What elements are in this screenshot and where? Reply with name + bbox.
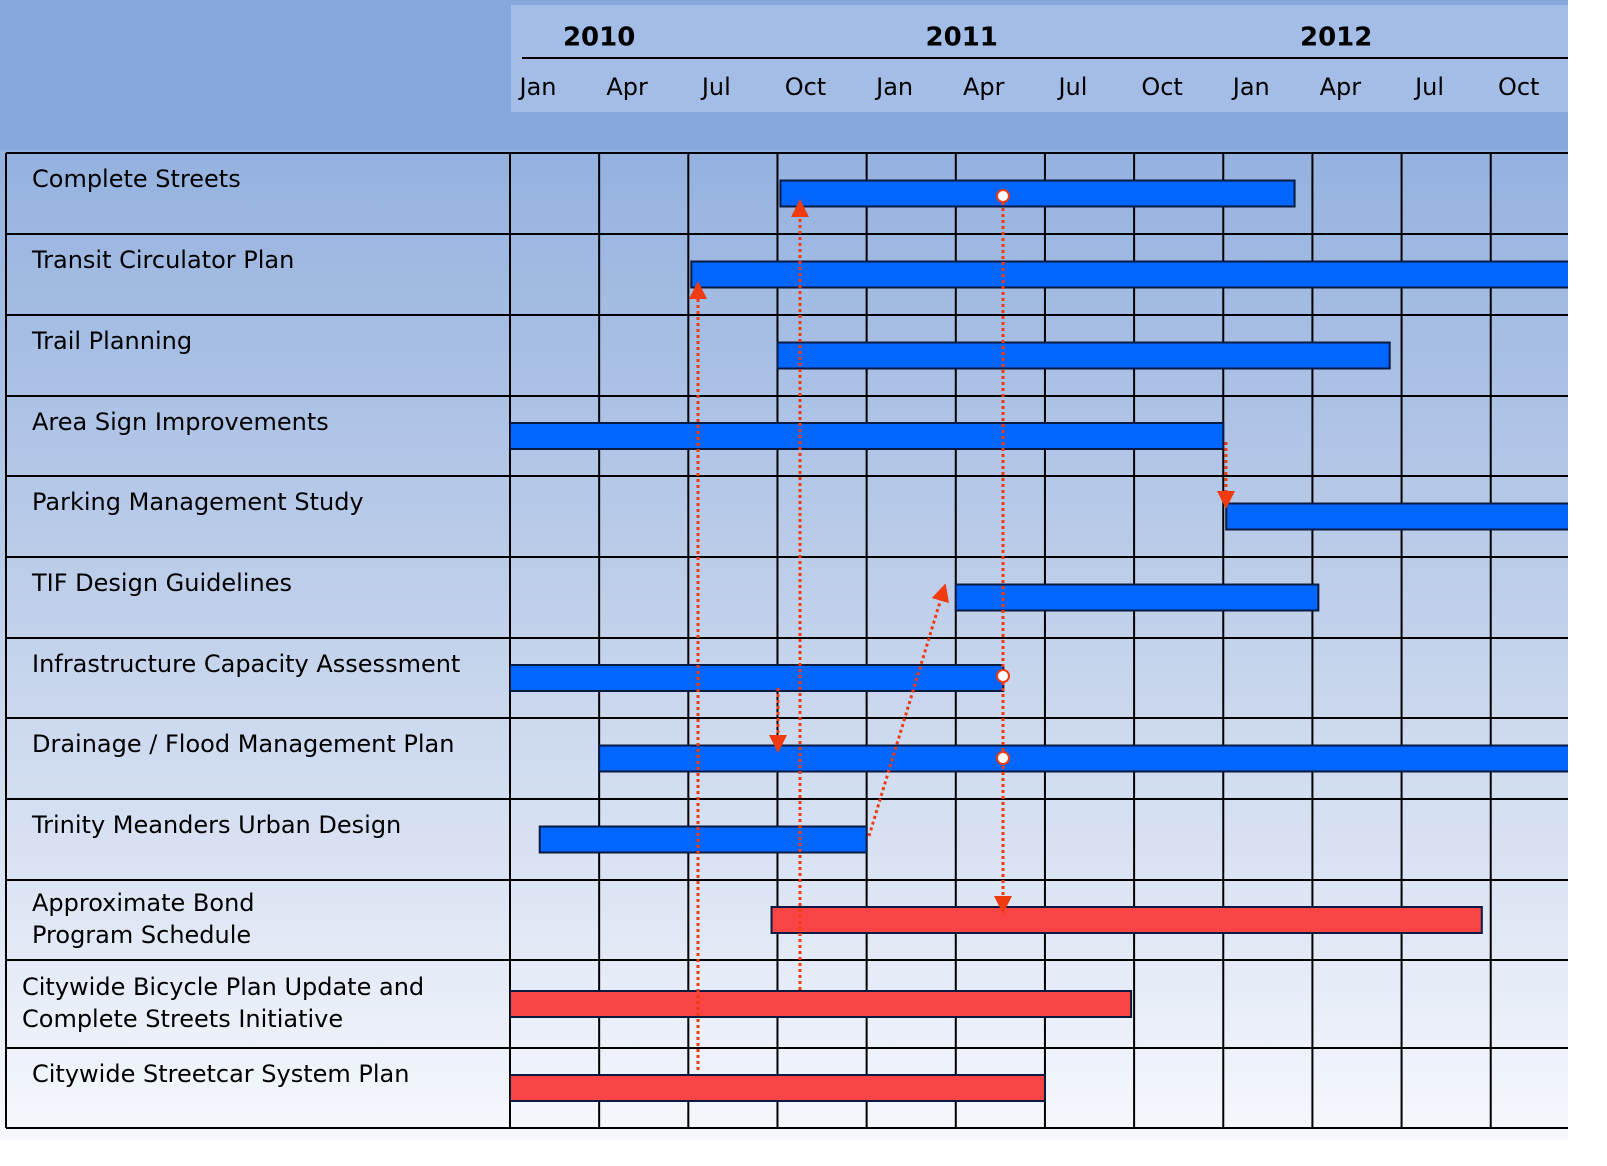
- year-label: 2010: [563, 23, 635, 53]
- task-label: Program Schedule: [32, 921, 251, 949]
- x-tick-label: Jul: [700, 73, 731, 101]
- task-label: Drainage / Flood Management Plan: [32, 730, 454, 758]
- task-bar: [598, 744, 1568, 773]
- task-bar: [770, 906, 1483, 934]
- task-label: Area Sign Improvements: [32, 408, 329, 436]
- x-tick-label: Jul: [1056, 73, 1087, 101]
- x-tick-label: Oct: [1498, 73, 1540, 101]
- year-label: 2012: [1300, 23, 1372, 53]
- x-tick-label: Jul: [1413, 73, 1444, 101]
- task-bar: [510, 1074, 1046, 1102]
- task-bar: [779, 179, 1296, 208]
- x-tick-label: Apr: [1320, 73, 1362, 101]
- task-label: Complete Streets Initiative: [22, 1005, 343, 1033]
- task-label: Approximate Bond: [32, 889, 255, 917]
- task-bar: [1225, 502, 1568, 531]
- task-label: Trinity Meanders Urban Design: [31, 811, 401, 839]
- task-bar: [538, 825, 868, 854]
- x-tick-label: Apr: [606, 73, 648, 101]
- x-tick-label: Jan: [518, 73, 557, 101]
- dependency-arrows: [689, 196, 1235, 1070]
- x-tick-label: Oct: [785, 73, 827, 101]
- task-label: Citywide Streetcar System Plan: [32, 1060, 409, 1088]
- task-bar: [510, 422, 1225, 450]
- x-tick-label: Oct: [1141, 73, 1183, 101]
- task-bar: [510, 990, 1133, 1018]
- task-bar: [690, 260, 1568, 289]
- task-bar: [776, 341, 1391, 370]
- task-bar: [954, 583, 1320, 612]
- x-tick-label: Jan: [874, 73, 913, 101]
- task-label: Citywide Bicycle Plan Update and: [22, 973, 424, 1001]
- x-tick-label: Jan: [1231, 73, 1270, 101]
- task-label: Trail Planning: [31, 327, 192, 355]
- x-tick-label: Apr: [963, 73, 1005, 101]
- task-label: Complete Streets: [32, 165, 241, 193]
- task-label: Transit Circulator Plan: [31, 246, 294, 274]
- task-bar: [510, 664, 1005, 692]
- task-label: TIF Design Guidelines: [31, 569, 292, 597]
- task-label: Parking Management Study: [32, 488, 364, 516]
- milestone-markers: [996, 189, 1010, 765]
- year-label: 2011: [926, 23, 998, 53]
- task-label: Infrastructure Capacity Assessment: [32, 650, 460, 678]
